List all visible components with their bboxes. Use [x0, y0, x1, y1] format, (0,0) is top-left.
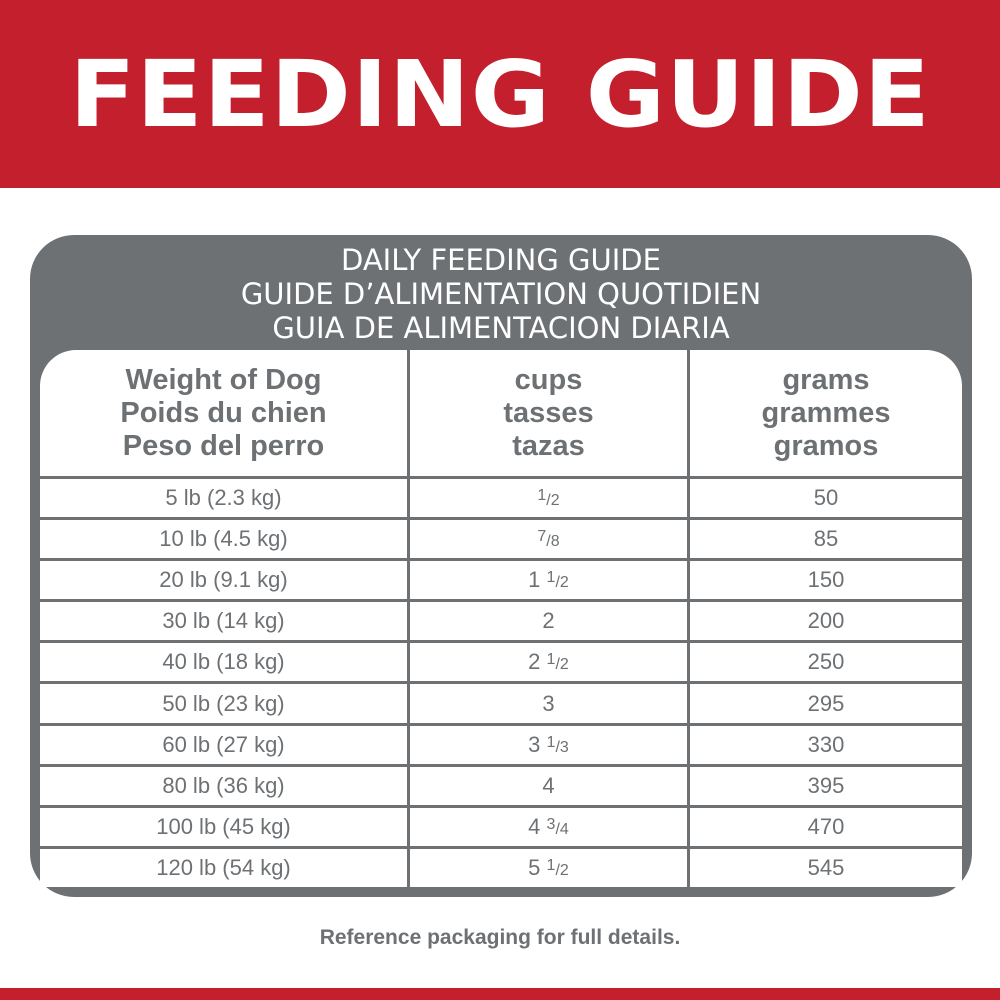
feeding-guide-panel: DAILY FEEDING GUIDE GUIDE D’ALIMENTATION…: [30, 235, 972, 897]
grams-cell: 470: [687, 804, 962, 849]
weight-cell: 10 lb (4.5 kg): [40, 517, 410, 562]
grams-cell: 85: [687, 517, 962, 562]
header-weight: Weight of Dog Poids du chien Peso del pe…: [40, 350, 410, 479]
table-row: 20 lb (9.1 kg) 1 1/2 150: [40, 558, 962, 603]
bottom-bar: [0, 988, 1000, 1000]
cups-cell: 4 3/4: [407, 804, 690, 849]
grams-cell: 395: [687, 763, 962, 808]
panel-title: DAILY FEEDING GUIDE GUIDE D’ALIMENTATION…: [30, 243, 972, 345]
cups-fraction: 1/2: [546, 651, 569, 674]
cups-cell: 1/2: [407, 475, 690, 521]
cups-cell: 5 1/2: [407, 845, 690, 887]
table-row: 120 lb (54 kg) 5 1/2 545: [40, 845, 962, 887]
feeding-table: Weight of Dog Poids du chien Peso del pe…: [40, 350, 962, 887]
header-cups-fr: tasses: [503, 396, 594, 429]
weight-cell: 40 lb (18 kg): [40, 640, 410, 685]
header-weight-fr: Poids du chien: [120, 396, 327, 429]
header-cups-es: tazas: [512, 429, 585, 462]
cups-whole: 3: [528, 731, 541, 757]
grams-cell: 295: [687, 681, 962, 726]
cups-whole: 5: [528, 854, 541, 880]
weight-cell: 5 lb (2.3 kg): [40, 475, 410, 521]
header-grams: grams grammes gramos: [687, 350, 962, 479]
table-row: 60 lb (27 kg) 3 1/3 330: [40, 722, 962, 767]
cups-fraction: 1/2: [537, 487, 560, 510]
cups-whole: 2: [528, 649, 541, 675]
table-row: 50 lb (23 kg) 3 295: [40, 681, 962, 726]
table-row: 80 lb (36 kg) 4 395: [40, 763, 962, 808]
footer-note: Reference packaging for full details.: [319, 926, 681, 949]
cups-fraction: 1/2: [546, 569, 569, 592]
weight-cell: 20 lb (9.1 kg): [40, 558, 410, 603]
weight-cell: 80 lb (36 kg): [40, 763, 410, 808]
grams-cell: 545: [687, 845, 962, 887]
cups-cell: 3: [407, 681, 690, 726]
table-row: 40 lb (18 kg) 2 1/2 250: [40, 640, 962, 685]
cups-cell: 4: [407, 763, 690, 808]
grams-cell: 200: [687, 599, 962, 644]
feeding-table-wrap: Weight of Dog Poids du chien Peso del pe…: [40, 350, 962, 887]
weight-cell: 50 lb (23 kg): [40, 681, 410, 726]
table-row: 30 lb (14 kg) 2 200: [40, 599, 962, 644]
cups-whole: 1: [528, 567, 541, 593]
cups-cell: 1 1/2: [407, 558, 690, 603]
panel-title-en: DAILY FEEDING GUIDE: [341, 243, 661, 277]
cups-fraction: 7/8: [537, 528, 560, 551]
header-grams-es: gramos: [773, 429, 879, 462]
grams-cell: 330: [687, 722, 962, 767]
weight-cell: 60 lb (27 kg): [40, 722, 410, 767]
table-row: 10 lb (4.5 kg) 7/8 85: [40, 517, 962, 562]
grams-cell: 50: [687, 475, 962, 521]
cups-cell: 3 1/3: [407, 722, 690, 767]
cups-fraction: 3/4: [546, 815, 569, 838]
cups-whole: 2: [542, 608, 555, 634]
cups-whole: 4: [528, 813, 541, 839]
cups-cell: 2 1/2: [407, 640, 690, 685]
weight-cell: 30 lb (14 kg): [40, 599, 410, 644]
panel-title-fr: GUIDE D’ALIMENTATION QUOTIDIEN: [240, 277, 762, 311]
header-banner: FEEDING GUIDE: [0, 0, 1000, 188]
panel-title-es: GUIA DE ALIMENTACION DIARIA: [272, 311, 730, 345]
header-weight-en: Weight of Dog: [125, 363, 322, 396]
table-row: 5 lb (2.3 kg) 1/2 50: [40, 475, 962, 521]
header-cups: cups tasses tazas: [407, 350, 690, 479]
header-weight-es: Peso del perro: [122, 429, 325, 462]
header-cups-en: cups: [514, 363, 583, 396]
page-title: FEEDING GUIDE: [69, 40, 931, 148]
cups-whole: 3: [542, 690, 555, 716]
weight-cell: 100 lb (45 kg): [40, 804, 410, 849]
table-row: 100 lb (45 kg) 4 3/4 470: [40, 804, 962, 849]
cups-whole: 4: [542, 772, 555, 798]
cups-fraction: 1/3: [546, 733, 569, 756]
cups-fraction: 1/2: [546, 856, 569, 879]
grams-cell: 250: [687, 640, 962, 685]
header-grams-en: grams: [782, 363, 870, 396]
header-row: Weight of Dog Poids du chien Peso del pe…: [40, 350, 962, 479]
weight-cell: 120 lb (54 kg): [40, 845, 410, 887]
grams-cell: 150: [687, 558, 962, 603]
cups-cell: 7/8: [407, 517, 690, 562]
cups-cell: 2: [407, 599, 690, 644]
header-grams-fr: grammes: [761, 396, 891, 429]
